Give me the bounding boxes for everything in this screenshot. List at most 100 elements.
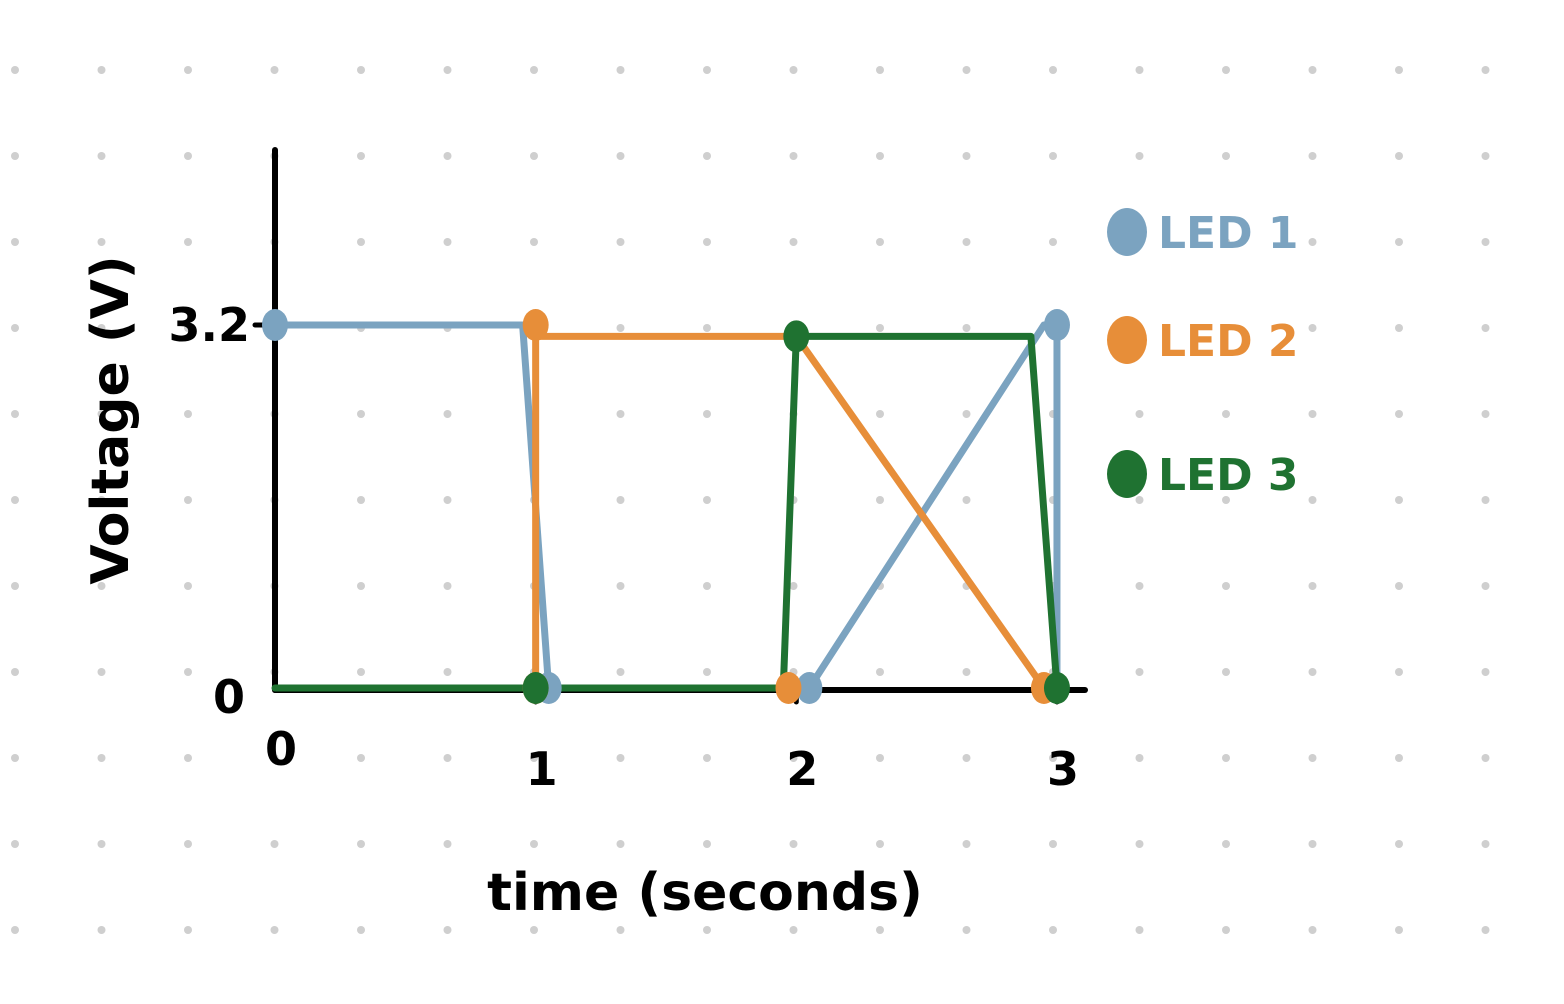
grid-dot — [616, 410, 625, 418]
grid-dot — [962, 926, 971, 934]
x-tick-label: 0 — [265, 722, 297, 776]
grid-dot — [530, 840, 538, 848]
grid-dot — [789, 152, 798, 160]
grid-dot — [1481, 496, 1490, 504]
grid-dot — [962, 324, 971, 332]
grid-dot — [616, 668, 625, 676]
grid-dot — [1395, 496, 1403, 504]
grid-dot — [1222, 66, 1230, 74]
grid-dot — [184, 668, 192, 676]
grid-dot — [1308, 496, 1317, 504]
grid-dot — [1481, 66, 1490, 74]
grid-dot — [357, 410, 365, 418]
grid-dot — [962, 668, 971, 676]
grid-dot — [184, 926, 192, 934]
grid-dot — [1481, 152, 1490, 160]
data-point — [522, 672, 549, 704]
grid-dot — [1049, 238, 1057, 246]
grid-dot — [1395, 926, 1403, 934]
grid-dot — [703, 66, 711, 74]
grid-dot — [184, 582, 192, 590]
grid-dot — [1308, 66, 1317, 74]
grid-dot — [1481, 668, 1490, 676]
legend-marker — [1107, 208, 1147, 256]
grid-dot — [357, 754, 365, 762]
grid-dot — [97, 238, 106, 246]
grid-dot — [184, 410, 192, 418]
y-tick-label: 3.2 — [169, 298, 251, 352]
grid-dot — [1135, 496, 1144, 504]
grid-dot — [1222, 840, 1230, 848]
data-point — [1043, 672, 1070, 704]
grid-dot — [703, 410, 711, 418]
grid-dot — [97, 668, 106, 676]
grid-dot — [876, 754, 884, 762]
grid-dot — [11, 582, 19, 590]
data-point — [775, 672, 802, 704]
x-tick-label: 1 — [526, 742, 558, 796]
grid-dot — [1222, 582, 1230, 590]
grid-dot — [703, 152, 711, 160]
grid-dot — [962, 840, 971, 848]
grid-dot — [616, 66, 625, 74]
grid-dot — [443, 840, 452, 848]
grid-dot — [357, 926, 365, 934]
grid-dot — [876, 840, 884, 848]
grid-dot — [1395, 66, 1403, 74]
y-axis-label: Voltage (V) — [81, 255, 141, 584]
grid-dot — [97, 152, 106, 160]
grid-dot — [357, 668, 365, 676]
grid-dot — [11, 152, 19, 160]
grid-dot — [1481, 582, 1490, 590]
grid-dot — [357, 840, 365, 848]
grid-dot — [1308, 410, 1317, 418]
grid-dot — [789, 840, 798, 848]
data-point — [522, 309, 549, 341]
grid-dot — [1135, 668, 1144, 676]
grid-dot — [11, 668, 19, 676]
grid-dot — [184, 840, 192, 848]
grid-dot — [1049, 66, 1057, 74]
grid-dot — [530, 238, 538, 246]
series-layer — [262, 309, 1070, 704]
grid-dot — [357, 66, 365, 74]
grid-dot — [1222, 152, 1230, 160]
grid-dot — [443, 410, 452, 418]
grid-dot — [703, 668, 711, 676]
grid-dot — [1308, 668, 1317, 676]
grid-dot — [616, 496, 625, 504]
grid-dot — [270, 754, 279, 762]
grid-dot — [1395, 410, 1403, 418]
series-line-1 — [271, 321, 1061, 692]
grid-dot — [97, 324, 106, 332]
grid-dot — [1135, 582, 1144, 590]
grid-dot — [962, 496, 971, 504]
grid-dot — [876, 152, 884, 160]
grid-dot — [616, 152, 625, 160]
grid-dot — [1308, 840, 1317, 848]
grid-dot — [876, 926, 884, 934]
grid-dot — [789, 582, 798, 590]
grid-dot — [876, 238, 884, 246]
grid-dot — [1222, 410, 1230, 418]
grid-dot — [11, 410, 19, 418]
grid-dot — [530, 66, 538, 74]
grid-dot — [1308, 754, 1317, 762]
grid-dot — [270, 840, 279, 848]
grid-dot — [1222, 926, 1230, 934]
x-tick-label: 3 — [1047, 742, 1079, 796]
grid-dot — [703, 840, 711, 848]
grid-dot — [1135, 152, 1144, 160]
grid-dot — [1308, 238, 1317, 246]
grid-dot — [443, 668, 452, 676]
grid-dot — [97, 496, 106, 504]
grid-dot — [1222, 238, 1230, 246]
grid-dot — [443, 496, 452, 504]
grid-dot — [703, 496, 711, 504]
grid-dot — [1135, 926, 1144, 934]
grid-dot — [962, 410, 971, 418]
grid-dot — [1308, 324, 1317, 332]
grid-dot — [962, 754, 971, 762]
grid-dot — [357, 152, 365, 160]
